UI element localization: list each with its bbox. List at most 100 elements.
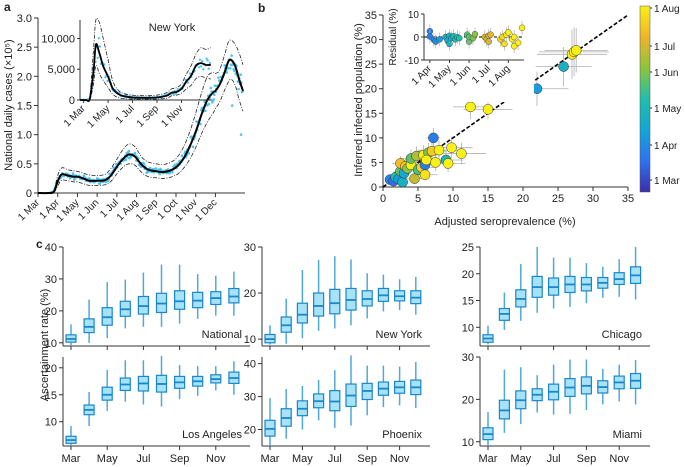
- x-tick-label-b: 10: [447, 193, 459, 205]
- scatter-point: [442, 158, 454, 169]
- y-tick-label-c: 20: [45, 363, 57, 375]
- panel-title-c: Los Angeles: [182, 429, 242, 441]
- x-tick-label-a: 1 Dec: [193, 197, 219, 223]
- colorbar-label: 1 Jul: [654, 42, 675, 53]
- inset-x-tick-label-a: 1 Mar: [62, 103, 88, 129]
- observed-point: [142, 162, 146, 166]
- y-tick-label-c: 20: [244, 288, 256, 300]
- box-iqr: [174, 290, 186, 310]
- box-panel-los-angeles: 101520MarMayJulSepNovMonthLos Angeles: [45, 355, 250, 465]
- x-tick-label-c: Sep: [577, 453, 597, 465]
- y-axis-label-b: Inferred infected population (%): [353, 23, 365, 176]
- observed-point: [180, 154, 184, 157]
- observed-point: [148, 166, 152, 170]
- observed-point: [202, 68, 205, 71]
- y-tick-label-c: 10: [45, 417, 57, 429]
- observed-point: [127, 149, 131, 153]
- panel-title-c: National: [202, 329, 242, 341]
- observed-point: [198, 58, 202, 61]
- inset-x-tick-label-a: 1 Sep: [135, 103, 162, 130]
- colorbar-label: 1 Apr: [654, 141, 678, 152]
- inset-point: [487, 31, 494, 38]
- y-tick-label-c: 30: [45, 274, 57, 286]
- box-iqr: [296, 302, 308, 324]
- inset-point: [485, 38, 492, 45]
- scatter-point: [428, 132, 439, 144]
- observed-point: [98, 182, 102, 185]
- observed-point: [233, 69, 236, 73]
- x-tick-label-b: 30: [587, 193, 599, 205]
- observed-point: [104, 76, 107, 79]
- observed-point: [98, 45, 102, 48]
- y-tick-label-a: 0: [26, 188, 32, 200]
- inset-mean-line-a: [79, 43, 211, 103]
- scatter-point: [446, 142, 457, 153]
- inset-point: [510, 33, 518, 41]
- observed-point: [187, 152, 191, 155]
- x-tick-label-c: May: [292, 453, 313, 465]
- observed-point: [106, 79, 109, 83]
- x-tick-label-c: Nov: [390, 453, 410, 465]
- observed-point: [197, 66, 201, 69]
- x-tick-label-b: 35: [622, 193, 634, 205]
- x-axis-label-b: Adjusted seroprevalence (%): [434, 216, 575, 228]
- inset-y-tick-label-a: 5,000: [47, 64, 75, 76]
- observed-point: [171, 170, 174, 174]
- inset-y-tick-label-b: -10: [405, 56, 420, 67]
- x-tick-label-c: Sep: [357, 453, 377, 465]
- x-tick-label-c: May: [510, 453, 531, 465]
- observed-point: [207, 102, 211, 106]
- lower-bound-line-a: [37, 78, 244, 194]
- x-tick-label-a: 1 May: [55, 197, 82, 224]
- y-tick-label-c: 20: [45, 306, 57, 318]
- y-tick-label-b: 15: [365, 108, 377, 120]
- y-tick-label-a: 0.5: [17, 159, 32, 171]
- scatter-point: [465, 101, 476, 113]
- inset-point: [518, 24, 526, 31]
- observed-point: [237, 87, 240, 91]
- x-tick-label-a: 1 Mar: [16, 197, 42, 223]
- observed-point: [190, 135, 193, 138]
- observed-point: [124, 158, 128, 162]
- observed-point: [223, 64, 226, 67]
- y-tick-label-a: 2.5: [17, 42, 32, 54]
- inset-point: [501, 40, 508, 48]
- observed-point: [213, 93, 216, 96]
- observed-point: [208, 61, 212, 65]
- observed-point: [226, 67, 230, 70]
- y-tick-label-a: 1.5: [17, 101, 32, 113]
- observed-point: [236, 80, 240, 83]
- observed-point: [195, 120, 198, 123]
- colorbar-label: 1 Aug: [654, 4, 680, 15]
- x-tick-label-c: Sep: [170, 453, 190, 465]
- x-tick-label-c: Nov: [609, 453, 629, 465]
- observed-point: [201, 60, 204, 63]
- y-tick-label-b: 5: [371, 157, 377, 169]
- observed-point: [230, 54, 233, 57]
- observed-point: [191, 145, 195, 149]
- x-tick-label-c: May: [97, 453, 118, 465]
- mean-line-a: [37, 58, 244, 195]
- panel-title-c: Miami: [613, 429, 642, 441]
- inset-y-tick-label-b: 10: [408, 10, 420, 21]
- y-tick-label-c: 30: [244, 392, 256, 404]
- x-tick-label-c: Jul: [328, 453, 342, 465]
- observed-point: [186, 81, 190, 84]
- y-tick-label-c: 20: [462, 394, 474, 406]
- observed-point: [96, 56, 99, 59]
- observed-point: [133, 151, 137, 155]
- y-tick-label-c: 40: [45, 242, 57, 254]
- x-tick-label-c: Nov: [206, 453, 226, 465]
- inset-title-new-york: New York: [149, 22, 196, 34]
- scatter-point: [430, 157, 441, 168]
- scatter-point: [456, 148, 467, 159]
- box-iqr: [313, 292, 325, 317]
- y-tick-label-a: 1.0: [17, 130, 32, 142]
- observed-point: [217, 76, 220, 79]
- scatter-point: [419, 169, 431, 180]
- inset-points-b: [426, 20, 526, 54]
- y-tick-label-c: 20: [462, 269, 474, 281]
- x-tick-label-c: Mar: [479, 453, 498, 465]
- scatter-point: [482, 104, 494, 115]
